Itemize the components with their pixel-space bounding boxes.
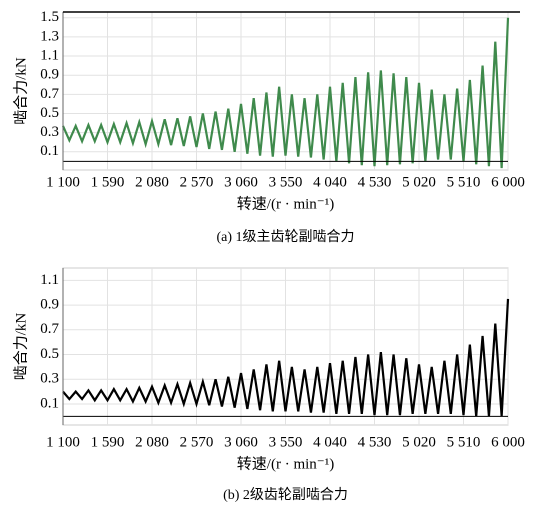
x-axis-title: 转速/(r · min⁻¹)	[237, 195, 334, 212]
x-tick-label: 1 100	[46, 434, 80, 450]
x-tick-label: 2 570	[180, 174, 214, 190]
x-tick-label: 3 060	[224, 174, 258, 190]
x-tick-label: 6 000	[491, 434, 525, 450]
x-tick-label: 4 530	[358, 434, 392, 450]
y-tick-label: 0.5	[40, 105, 59, 121]
chart-caption: (a) 1级主齿轮副啮合力	[216, 229, 354, 245]
y-tick-label: 0.3	[40, 371, 59, 387]
x-tick-label: 5 510	[447, 434, 481, 450]
y-tick-label: 1.1	[40, 272, 59, 288]
x-tick-label: 3 060	[224, 434, 258, 450]
y-tick-label: 0.7	[40, 321, 59, 337]
y-tick-label: 0.3	[40, 124, 59, 140]
y-tick-label: 1.3	[40, 28, 59, 44]
x-tick-label: 6 000	[491, 174, 525, 190]
x-axis-title: 转速/(r · min⁻¹)	[237, 455, 334, 472]
data-line	[61, 17, 510, 169]
y-tick-label: 0.1	[40, 143, 59, 159]
x-tick-label: 2 570	[180, 434, 214, 450]
y-tick-label: 0.9	[40, 297, 59, 313]
y-tick-label: 0.9	[40, 67, 59, 83]
x-tick-label: 1 590	[91, 434, 125, 450]
x-tick-label: 5 020	[402, 434, 436, 450]
y-tick-label: 1.5	[40, 9, 59, 25]
chart-caption: (b) 2级齿轮副啮合力	[223, 487, 348, 503]
x-tick-label: 5 020	[402, 174, 436, 190]
x-tick-label: 4 040	[313, 434, 347, 450]
x-tick-label: 1 590	[91, 174, 125, 190]
data-line	[62, 298, 510, 417]
y-tick-label: 0.1	[40, 395, 59, 411]
y-tick-label: 0.5	[40, 346, 59, 362]
y-tick-label: 0.7	[40, 86, 59, 102]
x-tick-label: 5 510	[447, 174, 481, 190]
x-tick-label: 2 080	[135, 174, 169, 190]
x-tick-label: 3 550	[269, 434, 303, 450]
x-tick-label: 1 100	[46, 174, 80, 190]
x-tick-label: 4 530	[358, 174, 392, 190]
x-tick-label: 2 080	[135, 434, 169, 450]
x-tick-label: 4 040	[313, 174, 347, 190]
y-axis-title: 啮合力/kN	[12, 313, 29, 381]
y-axis-title: 啮合力/kN	[12, 57, 29, 125]
x-tick-label: 3 550	[269, 174, 303, 190]
y-tick-label: 1.1	[40, 47, 59, 63]
